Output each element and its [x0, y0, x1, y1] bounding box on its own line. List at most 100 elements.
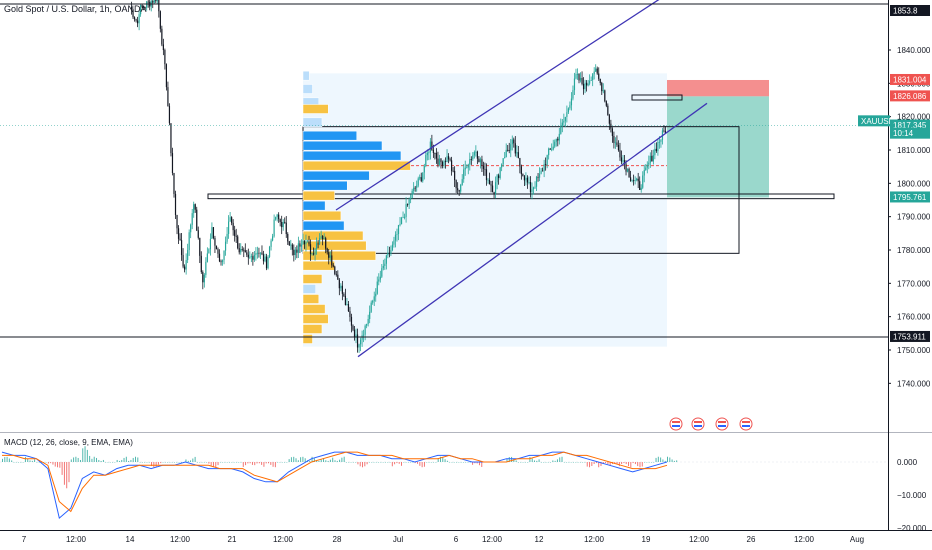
macd-histogram-bar — [8, 458, 10, 462]
candle-body — [153, 0, 155, 3]
macd-histogram-bar — [279, 462, 281, 463]
flag-stripe — [694, 421, 702, 423]
macd-histogram-bar — [437, 458, 439, 462]
candle-body — [579, 78, 582, 81]
macd-histogram-bar — [563, 462, 565, 463]
macd-histogram-bar — [362, 462, 364, 468]
macd-histogram-bar — [384, 462, 386, 463]
candle-body — [428, 152, 430, 154]
candle-body — [309, 244, 312, 255]
candle-body — [285, 222, 287, 235]
macd-histogram-bar — [155, 462, 157, 467]
candle-body — [243, 249, 245, 251]
candle-body — [376, 281, 378, 294]
candle-body — [601, 82, 603, 92]
candle-body — [525, 177, 527, 181]
macd-histogram-bar — [169, 462, 171, 463]
candle-body — [146, 1, 148, 8]
candle-body — [643, 170, 645, 176]
candle-body — [507, 149, 509, 151]
candle-body — [297, 243, 299, 253]
macd-histogram-bar — [146, 462, 148, 463]
price-tick-label: 1810.000 — [897, 146, 931, 155]
candle-body — [528, 182, 530, 183]
flag-stripe — [672, 421, 680, 423]
macd-pane[interactable] — [0, 433, 888, 530]
macd-histogram-bar — [286, 462, 288, 463]
macd-histogram-bar — [96, 457, 98, 462]
macd-histogram-bar — [318, 460, 320, 462]
candle-body — [617, 145, 620, 151]
macd-indicator — [0, 446, 888, 520]
candle-body — [206, 253, 208, 262]
macd-histogram-bar — [123, 457, 125, 462]
take-profit-zone — [667, 96, 769, 198]
price-label-box — [890, 119, 930, 131]
macd-histogram-bar — [135, 456, 136, 462]
flag-stripe — [694, 425, 702, 427]
macd-histogram-bar — [11, 460, 13, 462]
trend-channel[interactable] — [335, 0, 708, 358]
macd-tick-label: −10.000 — [897, 491, 927, 500]
candle-body — [199, 237, 201, 256]
macd-histogram-bar — [632, 462, 634, 464]
candle-body — [235, 235, 237, 237]
macd-histogram-bar — [508, 457, 510, 462]
candle-body — [664, 131, 667, 134]
candle-body — [435, 153, 438, 159]
candle-body — [488, 179, 491, 185]
time-tick-label: 12 — [535, 535, 544, 544]
drawn-rectangles[interactable] — [207, 94, 835, 254]
long-position-tool[interactable] — [667, 79, 769, 198]
macd-histogram-bar — [566, 462, 568, 463]
macd-histogram-bar — [302, 456, 304, 462]
candle-body — [590, 80, 592, 81]
macd-histogram-bar — [433, 462, 435, 463]
candle-body — [441, 162, 444, 166]
us-flag-icon — [669, 417, 683, 431]
macd-histogram-bar — [628, 462, 630, 467]
macd-histogram-bar — [18, 462, 20, 463]
candle-body — [281, 221, 283, 228]
candle-body — [660, 139, 662, 142]
horizontal-levels[interactable] — [0, 3, 888, 338]
candle-body — [505, 149, 507, 158]
macd-histogram-bar — [435, 462, 437, 463]
drawn-rectangle — [207, 193, 835, 200]
macd-histogram-bar — [281, 462, 283, 463]
macd-histogram-bar — [364, 462, 366, 467]
candle-body — [356, 334, 359, 348]
candle-body — [567, 108, 569, 113]
macd-line — [1, 451, 668, 520]
macd-histogram-bar — [231, 462, 233, 463]
macd-histogram-bar — [531, 458, 533, 462]
macd-histogram-bar — [43, 462, 45, 463]
candle-body — [604, 90, 606, 102]
macd-histogram-bar — [614, 462, 616, 464]
macd-histogram-bar — [451, 462, 453, 463]
macd-histogram-bar — [657, 456, 659, 462]
macd-histogram-bar — [36, 462, 38, 463]
candle-body — [596, 68, 598, 74]
candle-body — [434, 152, 436, 154]
macd-histogram-bar — [238, 462, 240, 463]
candle-body — [373, 296, 375, 301]
macd-histogram-bar — [550, 462, 552, 463]
time-tick-label: 12:00 — [170, 535, 191, 544]
macd-histogram-bar — [254, 462, 256, 466]
macd-histogram-bar — [297, 460, 299, 462]
candle-body — [193, 204, 195, 214]
macd-histogram-bar — [511, 456, 513, 462]
flag-circle — [669, 417, 683, 431]
macd-histogram-bar — [31, 460, 33, 462]
time-tick-label: 12:00 — [482, 535, 503, 544]
candle-body — [273, 219, 275, 237]
macd-histogram-bar — [673, 460, 675, 462]
candle-body — [592, 74, 594, 81]
economic-events[interactable] — [669, 417, 753, 431]
macd-histogram-bar — [371, 462, 373, 463]
macd-histogram-bar — [151, 462, 153, 467]
candle-body — [182, 254, 184, 267]
profile-bar — [302, 260, 335, 271]
